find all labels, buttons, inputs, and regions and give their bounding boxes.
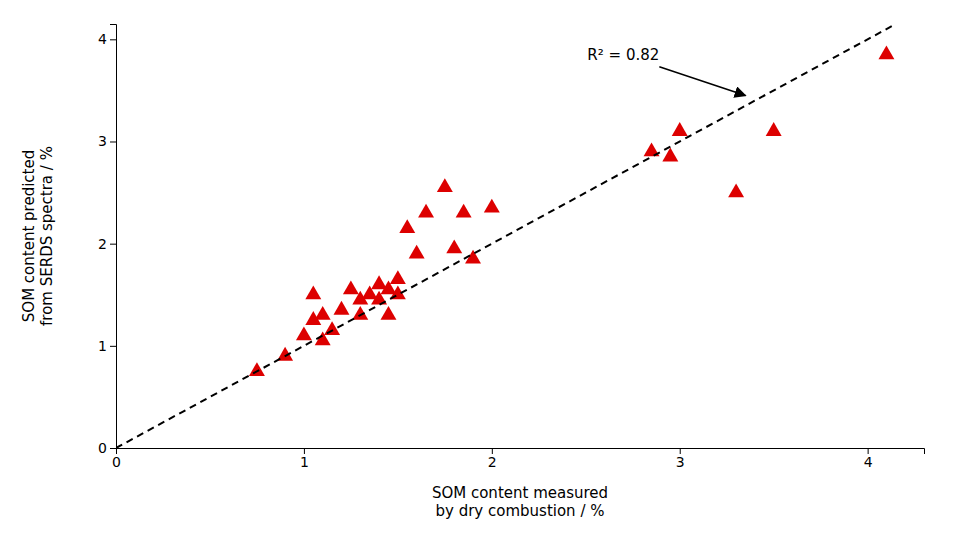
- tick: 2: [488, 448, 497, 470]
- tick-label: 2: [98, 236, 107, 252]
- point: [484, 199, 500, 213]
- point: [324, 321, 340, 335]
- x-axis-title: SOM content measuredby dry combustion / …: [432, 484, 608, 520]
- tick-mark: [110, 39, 116, 40]
- tick: 2: [98, 236, 116, 252]
- point: [249, 362, 265, 376]
- point: [343, 280, 359, 294]
- tick-label: 3: [98, 133, 107, 149]
- tick-mark: [110, 141, 116, 142]
- point: [766, 122, 782, 136]
- axis-line: [117, 449, 925, 455]
- reference-line: [116, 24, 896, 448]
- annotation-arrow: [659, 67, 745, 96]
- point: [728, 183, 744, 197]
- point: [409, 245, 425, 259]
- marks: [116, 24, 896, 448]
- label-line: by dry combustion / %: [436, 502, 605, 520]
- point: [399, 219, 415, 233]
- point: [418, 204, 434, 218]
- tick-label: 4: [98, 31, 107, 47]
- point: [672, 122, 688, 136]
- tick-label: 3: [676, 454, 685, 470]
- tick: 0: [112, 448, 121, 470]
- point: [334, 301, 350, 315]
- tick-label: 1: [98, 338, 107, 354]
- tick-label: 4: [864, 454, 873, 470]
- point: [380, 306, 396, 320]
- point: [352, 306, 368, 320]
- point: [446, 240, 462, 254]
- tick: 0: [98, 440, 116, 456]
- tick-mark: [110, 346, 116, 347]
- tick: 3: [98, 133, 116, 149]
- tick-label: 0: [112, 454, 121, 470]
- label-line: from SERDS spectra / %: [38, 146, 56, 326]
- point: [390, 270, 406, 284]
- tick: 1: [300, 448, 309, 470]
- tick-mark: [110, 448, 116, 449]
- tick-mark: [110, 244, 116, 245]
- x-axis: 0 1 2 3 4: [112, 448, 924, 470]
- point: [315, 306, 331, 320]
- point: [305, 286, 321, 300]
- annotation: R² = 0.82: [587, 46, 659, 64]
- axis-line: [110, 25, 117, 449]
- point: [296, 326, 312, 340]
- tick-label: 2: [488, 454, 497, 470]
- tick-label: 0: [98, 440, 107, 456]
- tick-label: 1: [300, 454, 309, 470]
- chart: 0 1 2 3 4 0 1 2 3 4 SOM content measuredby dry com…: [0, 0, 960, 540]
- label-line: SOM content predicted: [20, 150, 38, 322]
- point: [878, 45, 894, 59]
- label-line: SOM content measured: [432, 484, 608, 502]
- tick: 3: [676, 448, 685, 470]
- tick: 4: [864, 448, 873, 470]
- y-axis-title: SOM content predictedfrom SERDS spectra …: [20, 146, 56, 326]
- point: [437, 178, 453, 192]
- y-axis: 0 1 2 3 4: [98, 25, 116, 456]
- tick: 1: [98, 338, 116, 354]
- plot-area: 0 1 2 3 4 0 1 2 3 4 SOM content measuredby dry com…: [20, 24, 925, 520]
- tick: 4: [98, 31, 116, 47]
- point: [456, 204, 472, 218]
